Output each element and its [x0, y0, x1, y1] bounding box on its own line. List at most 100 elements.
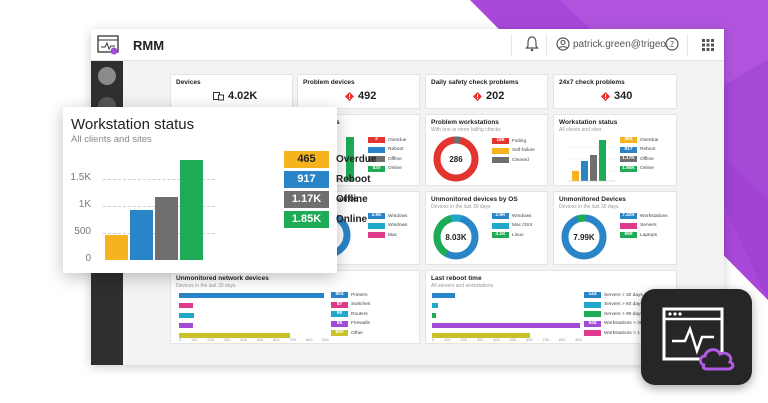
- unmonitored-devices-donut: [561, 214, 607, 260]
- legend-row[interactable]: 1.17K Offline: [620, 155, 658, 163]
- legend-row[interactable]: Self-failure: [492, 147, 535, 155]
- bar-offline[interactable]: [155, 197, 178, 260]
- workstation-status-small-card[interactable]: Workstation status All clients and sites…: [553, 114, 677, 186]
- unmonitored-devices-card[interactable]: Unmonitored Devices Devices in the last …: [553, 191, 677, 265]
- axis-tick: 300: [476, 337, 484, 342]
- stat-card-devices[interactable]: Devices 4.02K: [170, 74, 293, 109]
- stat-card-daily-safety[interactable]: Daily safety check problems 202: [425, 74, 548, 109]
- legend-row[interactable]: Cleared: [492, 156, 535, 164]
- axis-tick: 500: [509, 337, 517, 342]
- legend-row[interactable]: 186 Failing: [492, 137, 535, 145]
- legend-label: Linux: [512, 232, 524, 238]
- legend-value: [492, 147, 509, 154]
- legend-row[interactable]: 2.9K Windows: [492, 212, 533, 220]
- card-title: Unmonitored Devices: [559, 196, 626, 203]
- card-title: main OS: [332, 196, 359, 203]
- legend-row-online[interactable]: 1.85K Online: [284, 211, 367, 228]
- legend-row[interactable]: 1.85K Online: [620, 165, 658, 173]
- axis-tick: 200: [460, 337, 468, 342]
- bar-online[interactable]: [180, 160, 203, 260]
- card-title: Unmonitored devices by OS: [431, 196, 518, 203]
- legend-row[interactable]: 520 Online: [368, 165, 406, 173]
- legend-label: Failing: [512, 138, 527, 144]
- svg-text:?: ?: [670, 40, 674, 49]
- legend-row[interactable]: Reboot: [368, 146, 406, 154]
- legend-label: Workstations: [640, 213, 668, 219]
- legend-row[interactable]: 904 Printers: [331, 291, 370, 299]
- legend-value: 569: [620, 232, 637, 238]
- axis-tick: 400: [240, 337, 247, 342]
- notifications-bell-icon[interactable]: [525, 36, 539, 52]
- legend-label: Windows: [388, 223, 408, 228]
- legend-row[interactable]: 87 Switches: [331, 301, 370, 309]
- legend-value: 1.85K: [620, 165, 637, 172]
- axis-tick: 0: [432, 337, 435, 342]
- y-tick: 1K: [78, 199, 91, 210]
- workstation-status-small-legend: 465 Overdue 917 Reboot 1.17K Offline 1.85K O…: [620, 136, 658, 174]
- network-devices-legend: 904 Printers 87 Switches 90 Routers 85 Firew…: [331, 291, 370, 339]
- rmm-app-icon-tile: [641, 289, 752, 385]
- stat-card-24x7-checks[interactable]: 24x7 check problems 340: [553, 74, 677, 109]
- legend-row[interactable]: 85 Firewalls: [331, 320, 370, 328]
- last-reboot-bars: [432, 293, 582, 343]
- user-avatar-icon[interactable]: [556, 37, 570, 51]
- bar-reboot[interactable]: [130, 210, 153, 260]
- legend-row[interactable]: 945 Workstations > 30 d...: [584, 320, 650, 328]
- card-subtitle: Devices in the last 30 days: [559, 204, 619, 210]
- legend-row[interactable]: 4.1K Linux: [492, 231, 533, 239]
- sidebar-item[interactable]: [98, 67, 116, 85]
- axis-tick: 900: [322, 337, 329, 342]
- legend-label: Offline: [640, 156, 654, 162]
- legend-label: Reboot: [388, 147, 404, 152]
- legend-row[interactable]: Mac: [368, 231, 407, 239]
- legend-row[interactable]: 144 Servers > 30 days: [584, 291, 650, 299]
- legend-value: 87: [331, 301, 348, 308]
- bar-switches: [179, 303, 193, 308]
- legend-row[interactable]: 917 Reboot: [620, 146, 658, 154]
- legend-row-reboot[interactable]: 917 Reboot: [284, 171, 370, 188]
- bar-printers: [179, 293, 324, 298]
- legend-label: Online: [388, 166, 402, 171]
- axis-tick: 0: [179, 337, 182, 342]
- help-icon[interactable]: ?: [665, 37, 679, 51]
- legend-row[interactable]: Workstations > 1 ye...: [584, 329, 650, 337]
- user-email[interactable]: patrick.green@trigeo...: [573, 39, 675, 50]
- rmm-logo-icon[interactable]: [97, 34, 119, 56]
- last-reboot-card[interactable]: Last reboot time All servers and worksta…: [425, 270, 677, 344]
- legend-row[interactable]: 2 Overdue: [368, 136, 406, 144]
- legend-row-overdue[interactable]: 465 Overdue: [284, 151, 377, 168]
- warning-diamond-icon: [473, 92, 482, 101]
- network-devices-axis: 0 100 200 300 400 500 600 700 800 900: [179, 337, 329, 342]
- stat-card-problem-devices[interactable]: Problem devices 492: [297, 74, 420, 109]
- legend-value: [492, 222, 509, 229]
- legend-label: Cleared: [512, 157, 529, 163]
- legend-row[interactable]: 690 Other: [331, 329, 370, 337]
- legend-row[interactable]: 90 Routers: [331, 310, 370, 318]
- app-grid-icon[interactable]: [702, 39, 714, 51]
- donut-center-value: 7.99K: [573, 233, 595, 242]
- bar-overdue[interactable]: [105, 235, 128, 260]
- legend-row[interactable]: 465 Overdue: [620, 136, 658, 144]
- legend-value: 7.42K: [620, 213, 637, 219]
- problem-workstations-card[interactable]: Problem workstations With one or more fa…: [425, 114, 548, 186]
- legend-value: 2: [368, 137, 385, 143]
- bar-other: [179, 333, 290, 338]
- legend-row[interactable]: Mac OSX: [492, 222, 533, 230]
- legend-row-offline[interactable]: 1.17K Offline: [284, 191, 368, 208]
- legend-row[interactable]: 7.42K Workstations: [620, 212, 668, 220]
- legend-row[interactable]: Offline: [368, 155, 406, 163]
- legend-value: 1.17K: [284, 191, 329, 208]
- legend-row[interactable]: Servers > 90 days: [584, 310, 650, 318]
- axis-tick: 800: [558, 337, 566, 342]
- network-devices-card[interactable]: Unmonitored network devices Devices in t…: [170, 270, 420, 344]
- axis-tick: 700: [542, 337, 550, 342]
- legend-row[interactable]: Servers: [620, 222, 668, 230]
- legend-row[interactable]: Servers > 60 days: [584, 301, 650, 309]
- workstation-status-popout[interactable]: Workstation status All clients and sites…: [63, 107, 377, 273]
- legend-row[interactable]: Windows: [368, 222, 407, 230]
- unmonitored-os-card[interactable]: Unmonitored devices by OS Devices in the…: [425, 191, 548, 265]
- legend-row[interactable]: 3.9K Windows: [368, 212, 407, 220]
- axis-tick: 700: [289, 337, 297, 342]
- legend-row[interactable]: 569 Laptops: [620, 231, 668, 239]
- legend-value: 85: [331, 320, 348, 327]
